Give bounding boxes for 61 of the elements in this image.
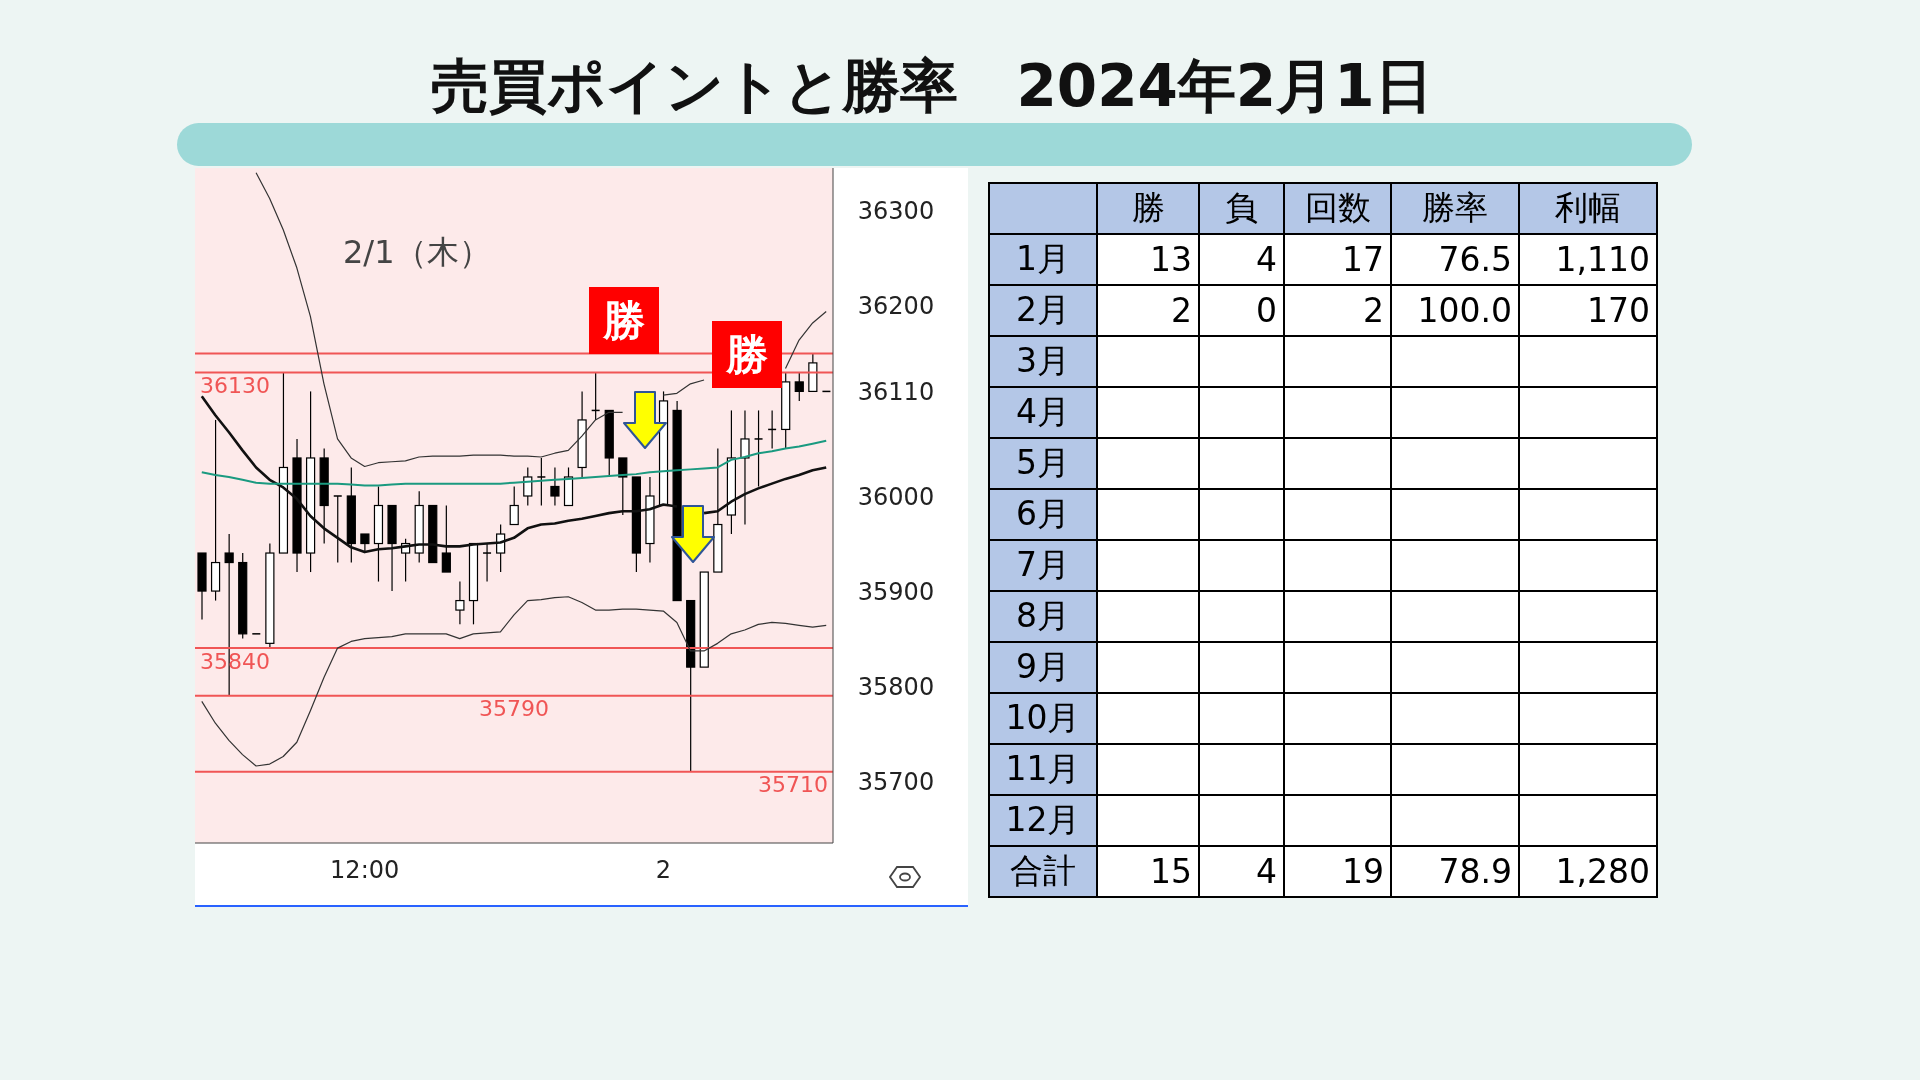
y-tick-label: 合計 [989, 846, 1097, 897]
candlestick [523, 466, 533, 507]
data-label: 1,110 [1519, 234, 1657, 285]
y-tick-label: 36300 [857, 197, 935, 226]
data-label: 19 [1284, 846, 1391, 897]
candlestick [455, 580, 465, 625]
annotation: 勝 [589, 287, 659, 354]
x-tick-label: 勝率 [1391, 183, 1519, 234]
data-label: 100.0 [1391, 285, 1519, 336]
data-label: 4 [1199, 234, 1284, 285]
candlestick [332, 495, 343, 564]
y-tick-label: 7月 [989, 540, 1097, 591]
y-tick-label: 36000 [857, 482, 935, 511]
data-label: 170 [1519, 285, 1657, 336]
annotation: 勝 [712, 321, 782, 388]
data-label: 0 [1199, 285, 1284, 336]
candlestick [794, 371, 804, 402]
ref-line-label: 35790 [479, 696, 549, 722]
data-label: 2 [1097, 285, 1199, 336]
candlestick [441, 504, 451, 573]
y-tick-label: 36200 [857, 292, 935, 321]
ref-line-label: 35710 [758, 772, 828, 798]
y-tick-label: 2月 [989, 285, 1097, 336]
y-tick-label: 8月 [989, 591, 1097, 642]
candlestick [550, 466, 560, 507]
data-label: 17 [1284, 234, 1391, 285]
y-tick-label: 35700 [857, 767, 935, 796]
y-tick-label: 35900 [857, 577, 935, 606]
y-tick-label: 12月 [989, 795, 1097, 846]
y-tick-label: 5月 [989, 438, 1097, 489]
x-tick-label: 利幅 [1519, 183, 1657, 234]
y-tick-label: 3月 [989, 336, 1097, 387]
ref-line-label: 36130 [200, 373, 270, 399]
candlestick [618, 457, 628, 516]
data-label: 13 [1097, 234, 1199, 285]
candlestick [740, 409, 750, 526]
y-tick-label: 35800 [857, 672, 935, 701]
annotation: 2/1（木） [343, 232, 491, 273]
y-tick-label: 10月 [989, 693, 1097, 744]
x-tick-label: 負 [1199, 183, 1284, 234]
y-tick-label: 6月 [989, 489, 1097, 540]
y-tick-label: 9月 [989, 642, 1097, 693]
x-tick-label: 回数 [1284, 183, 1391, 234]
line-series [201, 596, 827, 767]
data-label: 76.5 [1391, 234, 1519, 285]
y-tick-label: 1月 [989, 234, 1097, 285]
x-tick-label: 勝 [1097, 183, 1199, 234]
data-label: 78.9 [1391, 846, 1519, 897]
data-label: 2 [1284, 285, 1391, 336]
y-tick-label: 36110 [857, 377, 935, 406]
data-label: 15 [1097, 846, 1199, 897]
chart-title: 売買ポイントと勝率 2024年2月1日 [430, 51, 1434, 122]
data-label: 1,280 [1519, 846, 1657, 897]
candlestick [509, 485, 519, 526]
candlestick [536, 457, 547, 507]
candlestick [753, 409, 764, 488]
x-tick-label: 12:00 [330, 856, 400, 885]
candlestick [482, 542, 492, 583]
y-tick-label: 4月 [989, 387, 1097, 438]
data-label: 4 [1199, 846, 1284, 897]
y-tick-label: 11月 [989, 744, 1097, 795]
